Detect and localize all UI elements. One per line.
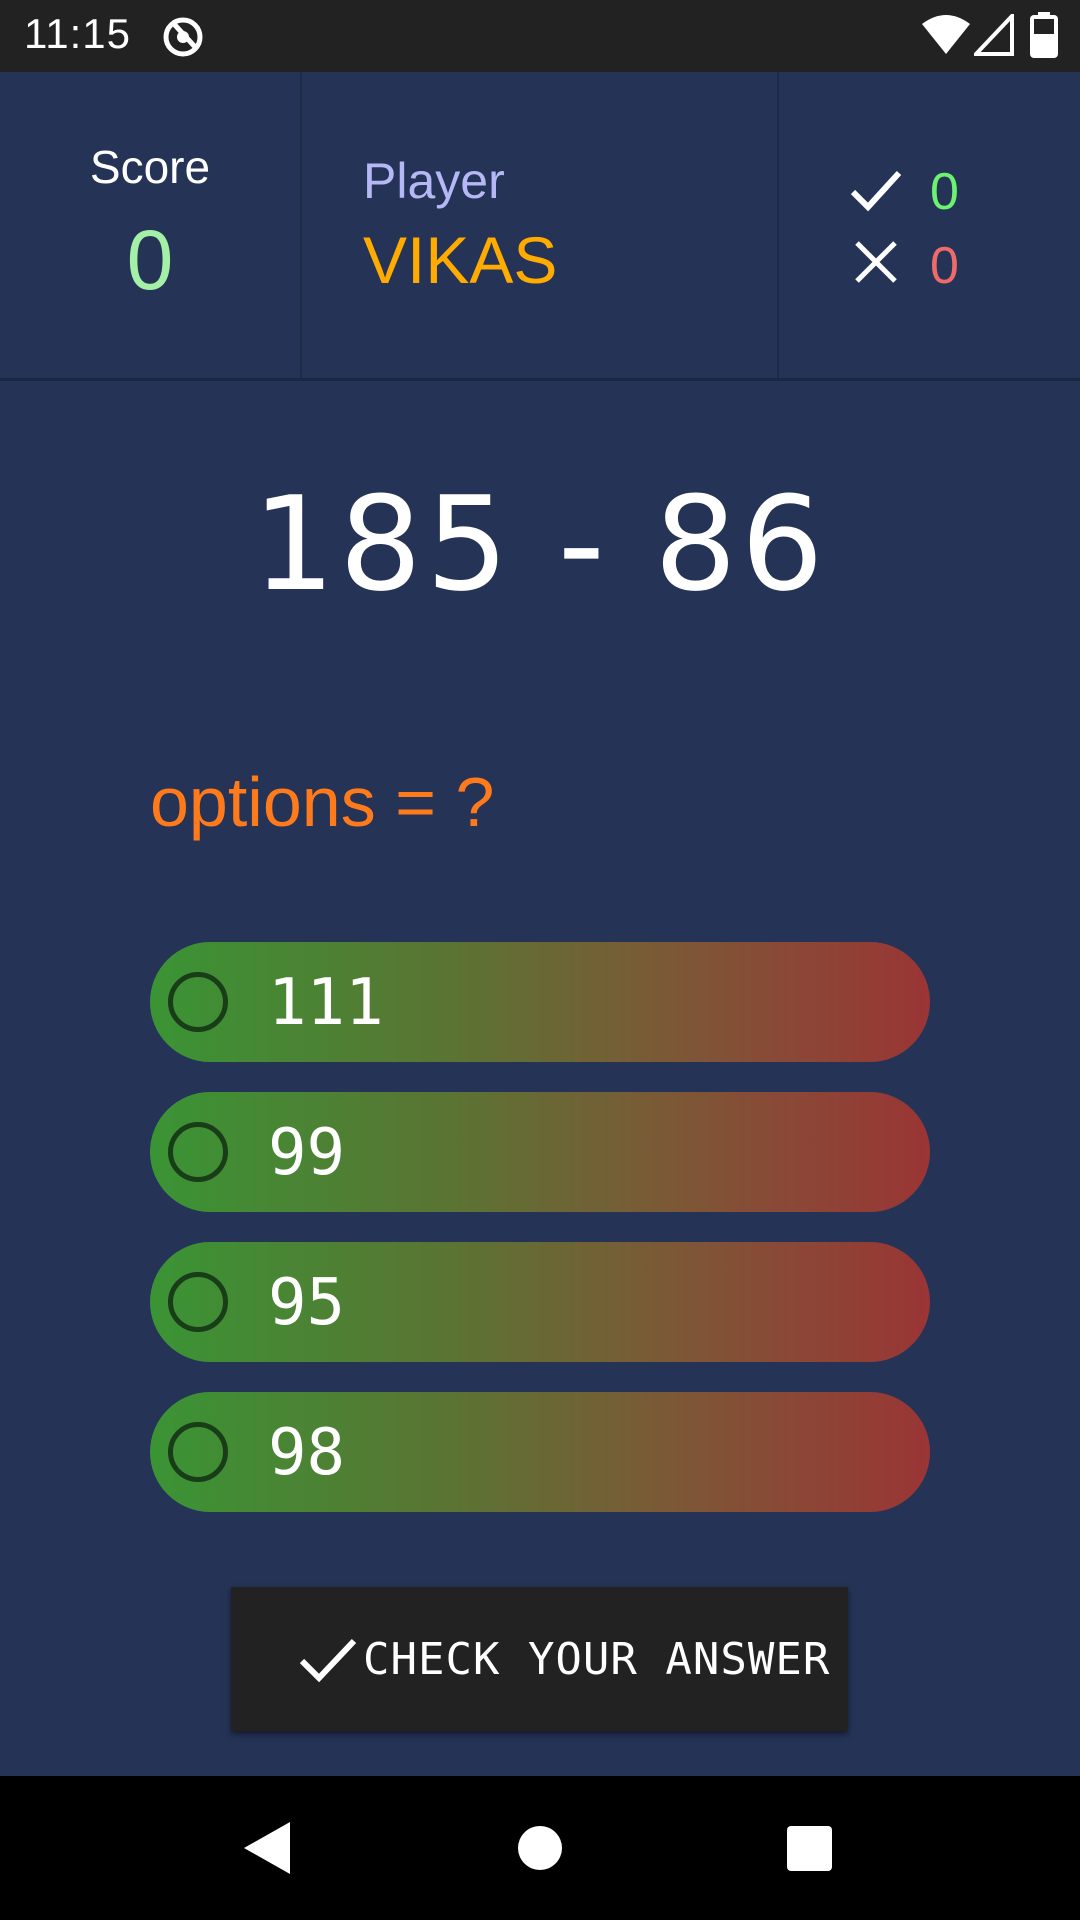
option-item[interactable]: 98 [150,1392,930,1512]
player-name: VIKAS [363,223,558,297]
wifi-icon [922,15,970,54]
back-icon[interactable] [244,1822,290,1874]
header-divider [300,72,302,378]
header-divider [777,72,779,378]
option-item[interactable]: 111 [150,942,930,1062]
radio-button-icon[interactable] [168,972,228,1032]
question-expression: 185 - 86 [252,468,828,620]
navigation-bar [0,1776,1080,1920]
radio-button-icon[interactable] [168,1272,228,1332]
checkmark-icon [299,1638,357,1683]
checkmark-icon [850,170,902,212]
battery-icon [1030,12,1058,58]
option-value: 98 [268,1416,346,1490]
status-bar: 11:15 [0,0,1080,72]
home-icon[interactable] [518,1826,562,1870]
check-answer-label: CHECK YOUR ANSWER [363,1634,831,1685]
check-answer-button[interactable]: CHECK YOUR ANSWER [231,1587,848,1731]
score-header: Score 0 Player VIKAS 0 0 [0,72,1080,381]
wrong-count: 0 [930,237,959,295]
score-value: 0 [126,213,174,307]
options-label: options = ? [150,763,495,841]
radio-button-icon[interactable] [168,1122,228,1182]
app-notification-icon [163,17,203,57]
signal-icon [974,14,1014,56]
option-value: 111 [268,966,384,1040]
recents-icon[interactable] [787,1826,832,1871]
score-label: Score [89,141,211,193]
option-value: 99 [268,1116,346,1190]
option-value: 95 [268,1266,346,1340]
correct-count: 0 [930,163,959,221]
radio-button-icon[interactable] [168,1422,228,1482]
option-item[interactable]: 95 [150,1242,930,1362]
option-item[interactable]: 99 [150,1092,930,1212]
player-label: Player [363,153,505,209]
status-time: 11:15 [24,10,131,57]
cross-icon [855,241,897,283]
